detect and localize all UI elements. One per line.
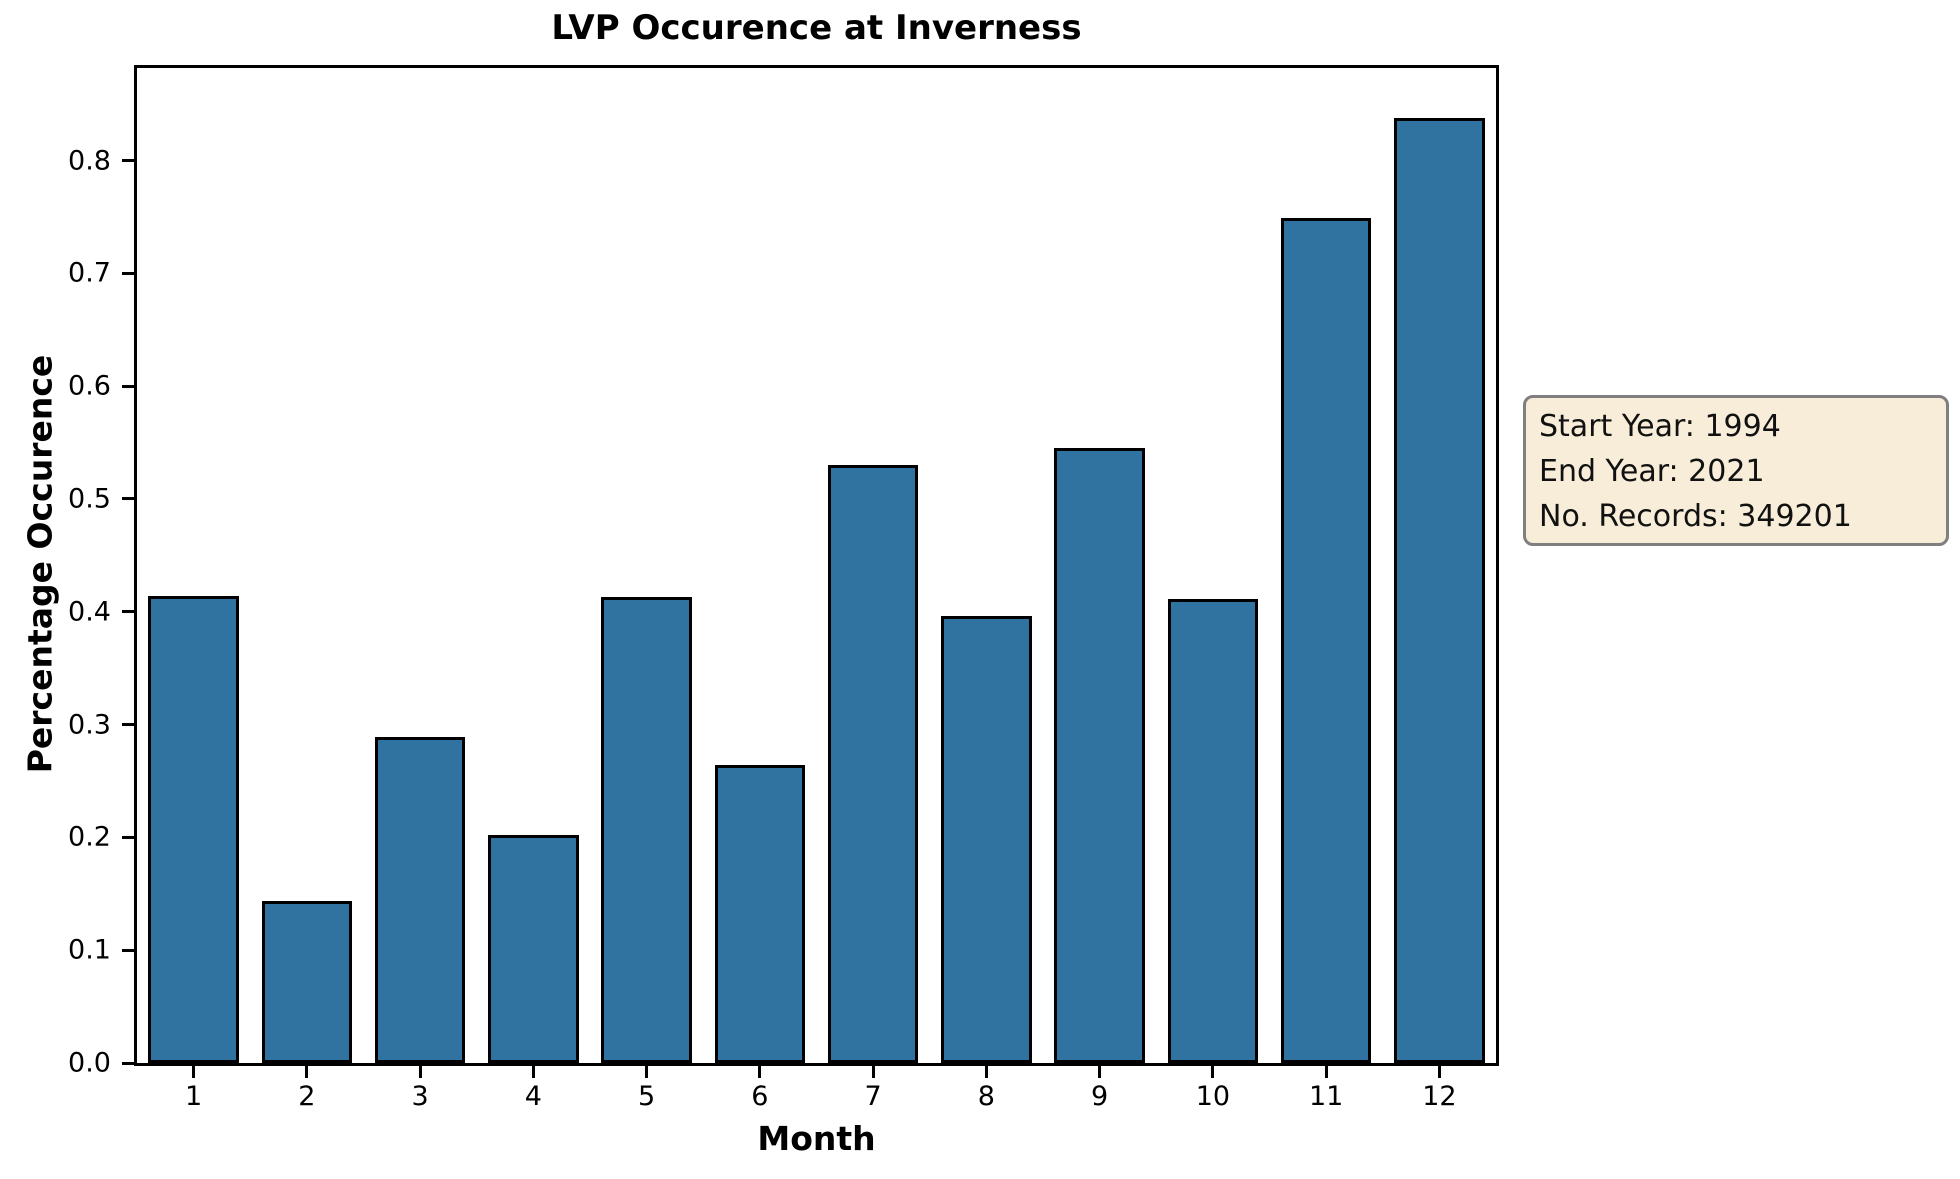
y-tick-label: 0.7 xyxy=(68,257,111,289)
y-tick-mark xyxy=(122,497,134,501)
y-tick-label: 0.8 xyxy=(68,145,111,176)
x-tick-label: 8 xyxy=(977,1081,995,1112)
y-tick-mark xyxy=(122,159,134,162)
bar-month-8 xyxy=(941,616,1032,1063)
y-tick-mark xyxy=(122,384,134,388)
x-tick-mark xyxy=(1437,1066,1441,1078)
y-axis-label: Percentage Occurence xyxy=(20,354,60,774)
y-tick-mark xyxy=(122,1061,134,1065)
y-tick-label: 0.2 xyxy=(68,821,111,853)
x-tick-label: 12 xyxy=(1422,1081,1457,1112)
x-tick-mark xyxy=(645,1066,649,1078)
x-axis-label: Month xyxy=(757,1119,876,1158)
x-tick-label: 5 xyxy=(638,1081,656,1112)
y-tick-label: 0.3 xyxy=(68,709,111,741)
x-tick-mark xyxy=(984,1066,988,1078)
x-tick-label: 4 xyxy=(524,1081,542,1112)
y-tick-label: 0.0 xyxy=(68,1047,111,1079)
bar-month-6 xyxy=(714,765,806,1063)
bar-month-7 xyxy=(827,465,919,1063)
bar-month-9 xyxy=(1054,448,1145,1063)
annotation-line-start-year: Start Year: 1994 xyxy=(1539,409,1781,444)
y-tick-label: 0.6 xyxy=(68,370,111,402)
bar-month-10 xyxy=(1167,599,1259,1063)
bar-month-2 xyxy=(261,900,353,1063)
x-tick-mark xyxy=(192,1066,196,1078)
y-tick-label: 0.4 xyxy=(68,596,111,628)
bar-month-12 xyxy=(1394,117,1485,1063)
x-tick-mark xyxy=(1098,1066,1102,1078)
chart-title: LVP Occurence at Inverness xyxy=(551,8,1082,48)
annotation-box: Start Year: 1994 End Year: 2021 No. Reco… xyxy=(1523,395,1949,546)
x-tick-mark xyxy=(871,1066,875,1078)
x-tick-label: 2 xyxy=(298,1081,316,1112)
bar-month-4 xyxy=(488,835,579,1063)
x-tick-label: 6 xyxy=(751,1081,769,1112)
bar-month-5 xyxy=(601,597,692,1063)
plot-area: 0.0 0.1 0.2 0.3 0.4 0.5 0.6 0.7 0.8 1 2 3 4 5 6 7 8 9 10 1… xyxy=(68,65,1499,1112)
annotation-line-records: No. Records: 349201 xyxy=(1539,499,1852,534)
x-tick-label: 9 xyxy=(1091,1081,1109,1112)
x-tick-mark xyxy=(305,1066,309,1078)
y-tick-label: 0.5 xyxy=(68,483,111,515)
x-tick-label: 11 xyxy=(1308,1081,1344,1112)
y-tick-mark xyxy=(122,610,134,614)
bar-month-1 xyxy=(148,595,239,1063)
y-tick-label: 0.1 xyxy=(68,934,111,966)
x-tick-label: 3 xyxy=(411,1081,429,1112)
bar-month-11 xyxy=(1280,218,1372,1063)
x-tick-mark xyxy=(1324,1066,1328,1078)
annotation-line-end-year: End Year: 2021 xyxy=(1539,454,1765,489)
y-tick-mark xyxy=(122,948,134,952)
x-tick-mark xyxy=(418,1066,422,1078)
x-tick-mark xyxy=(1211,1066,1215,1078)
x-tick-label: 7 xyxy=(864,1081,882,1112)
x-tick-mark xyxy=(531,1066,535,1078)
x-tick-label: 10 xyxy=(1195,1081,1231,1112)
bar-month-3 xyxy=(374,736,466,1063)
y-tick-mark xyxy=(122,723,134,727)
x-tick-label: 1 xyxy=(185,1081,203,1112)
y-tick-mark xyxy=(122,271,134,275)
y-tick-mark xyxy=(122,835,134,839)
x-tick-mark xyxy=(758,1066,762,1078)
